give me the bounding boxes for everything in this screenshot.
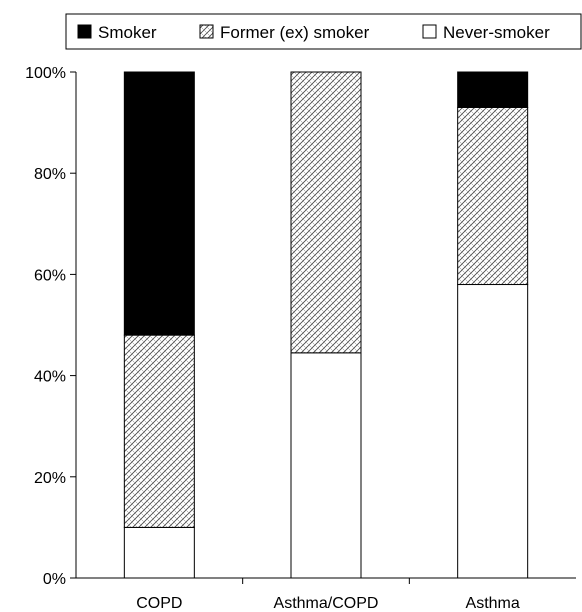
y-tick-label: 40% bbox=[34, 369, 66, 386]
bar-segment-smoker bbox=[457, 71, 529, 108]
category-label: Asthma bbox=[466, 595, 520, 612]
category-labels: COPD Asthma/COPD Asthma bbox=[136, 595, 520, 612]
legend-swatch-never bbox=[422, 24, 437, 39]
y-tick-label: 100% bbox=[25, 65, 66, 82]
y-axis-ticks: 0% 20% 40% 60% 80% 100% bbox=[25, 65, 76, 588]
bar-segment-smoker bbox=[123, 71, 195, 336]
y-tick-label: 0% bbox=[43, 571, 66, 588]
bar-segment-former-ex-smoker bbox=[123, 334, 195, 528]
legend-label-former: Former (ex) smoker bbox=[220, 23, 370, 42]
bar-segment-never-smoker bbox=[457, 284, 529, 579]
x-axis-dividers bbox=[242, 578, 410, 584]
bar-segment-former-ex-smoker bbox=[290, 71, 362, 354]
y-tick-label: 60% bbox=[34, 267, 66, 284]
legend: Smoker Former (ex) smoker Never-smoker bbox=[65, 13, 582, 50]
bar-segment-never-smoker bbox=[290, 352, 362, 579]
bar-segment-former-ex-smoker bbox=[457, 106, 529, 286]
bars bbox=[123, 71, 529, 579]
y-tick-label: 80% bbox=[34, 166, 66, 183]
category-label: COPD bbox=[136, 595, 182, 612]
legend-label-never: Never-smoker bbox=[443, 23, 550, 42]
category-label: Asthma/COPD bbox=[274, 595, 379, 612]
legend-label-smoker: Smoker bbox=[98, 23, 157, 42]
y-tick-label: 20% bbox=[34, 470, 66, 487]
legend-swatch-former bbox=[199, 24, 214, 39]
legend-swatch-smoker bbox=[77, 24, 92, 39]
bar-segment-never-smoker bbox=[123, 526, 195, 579]
legend-box bbox=[65, 13, 582, 50]
